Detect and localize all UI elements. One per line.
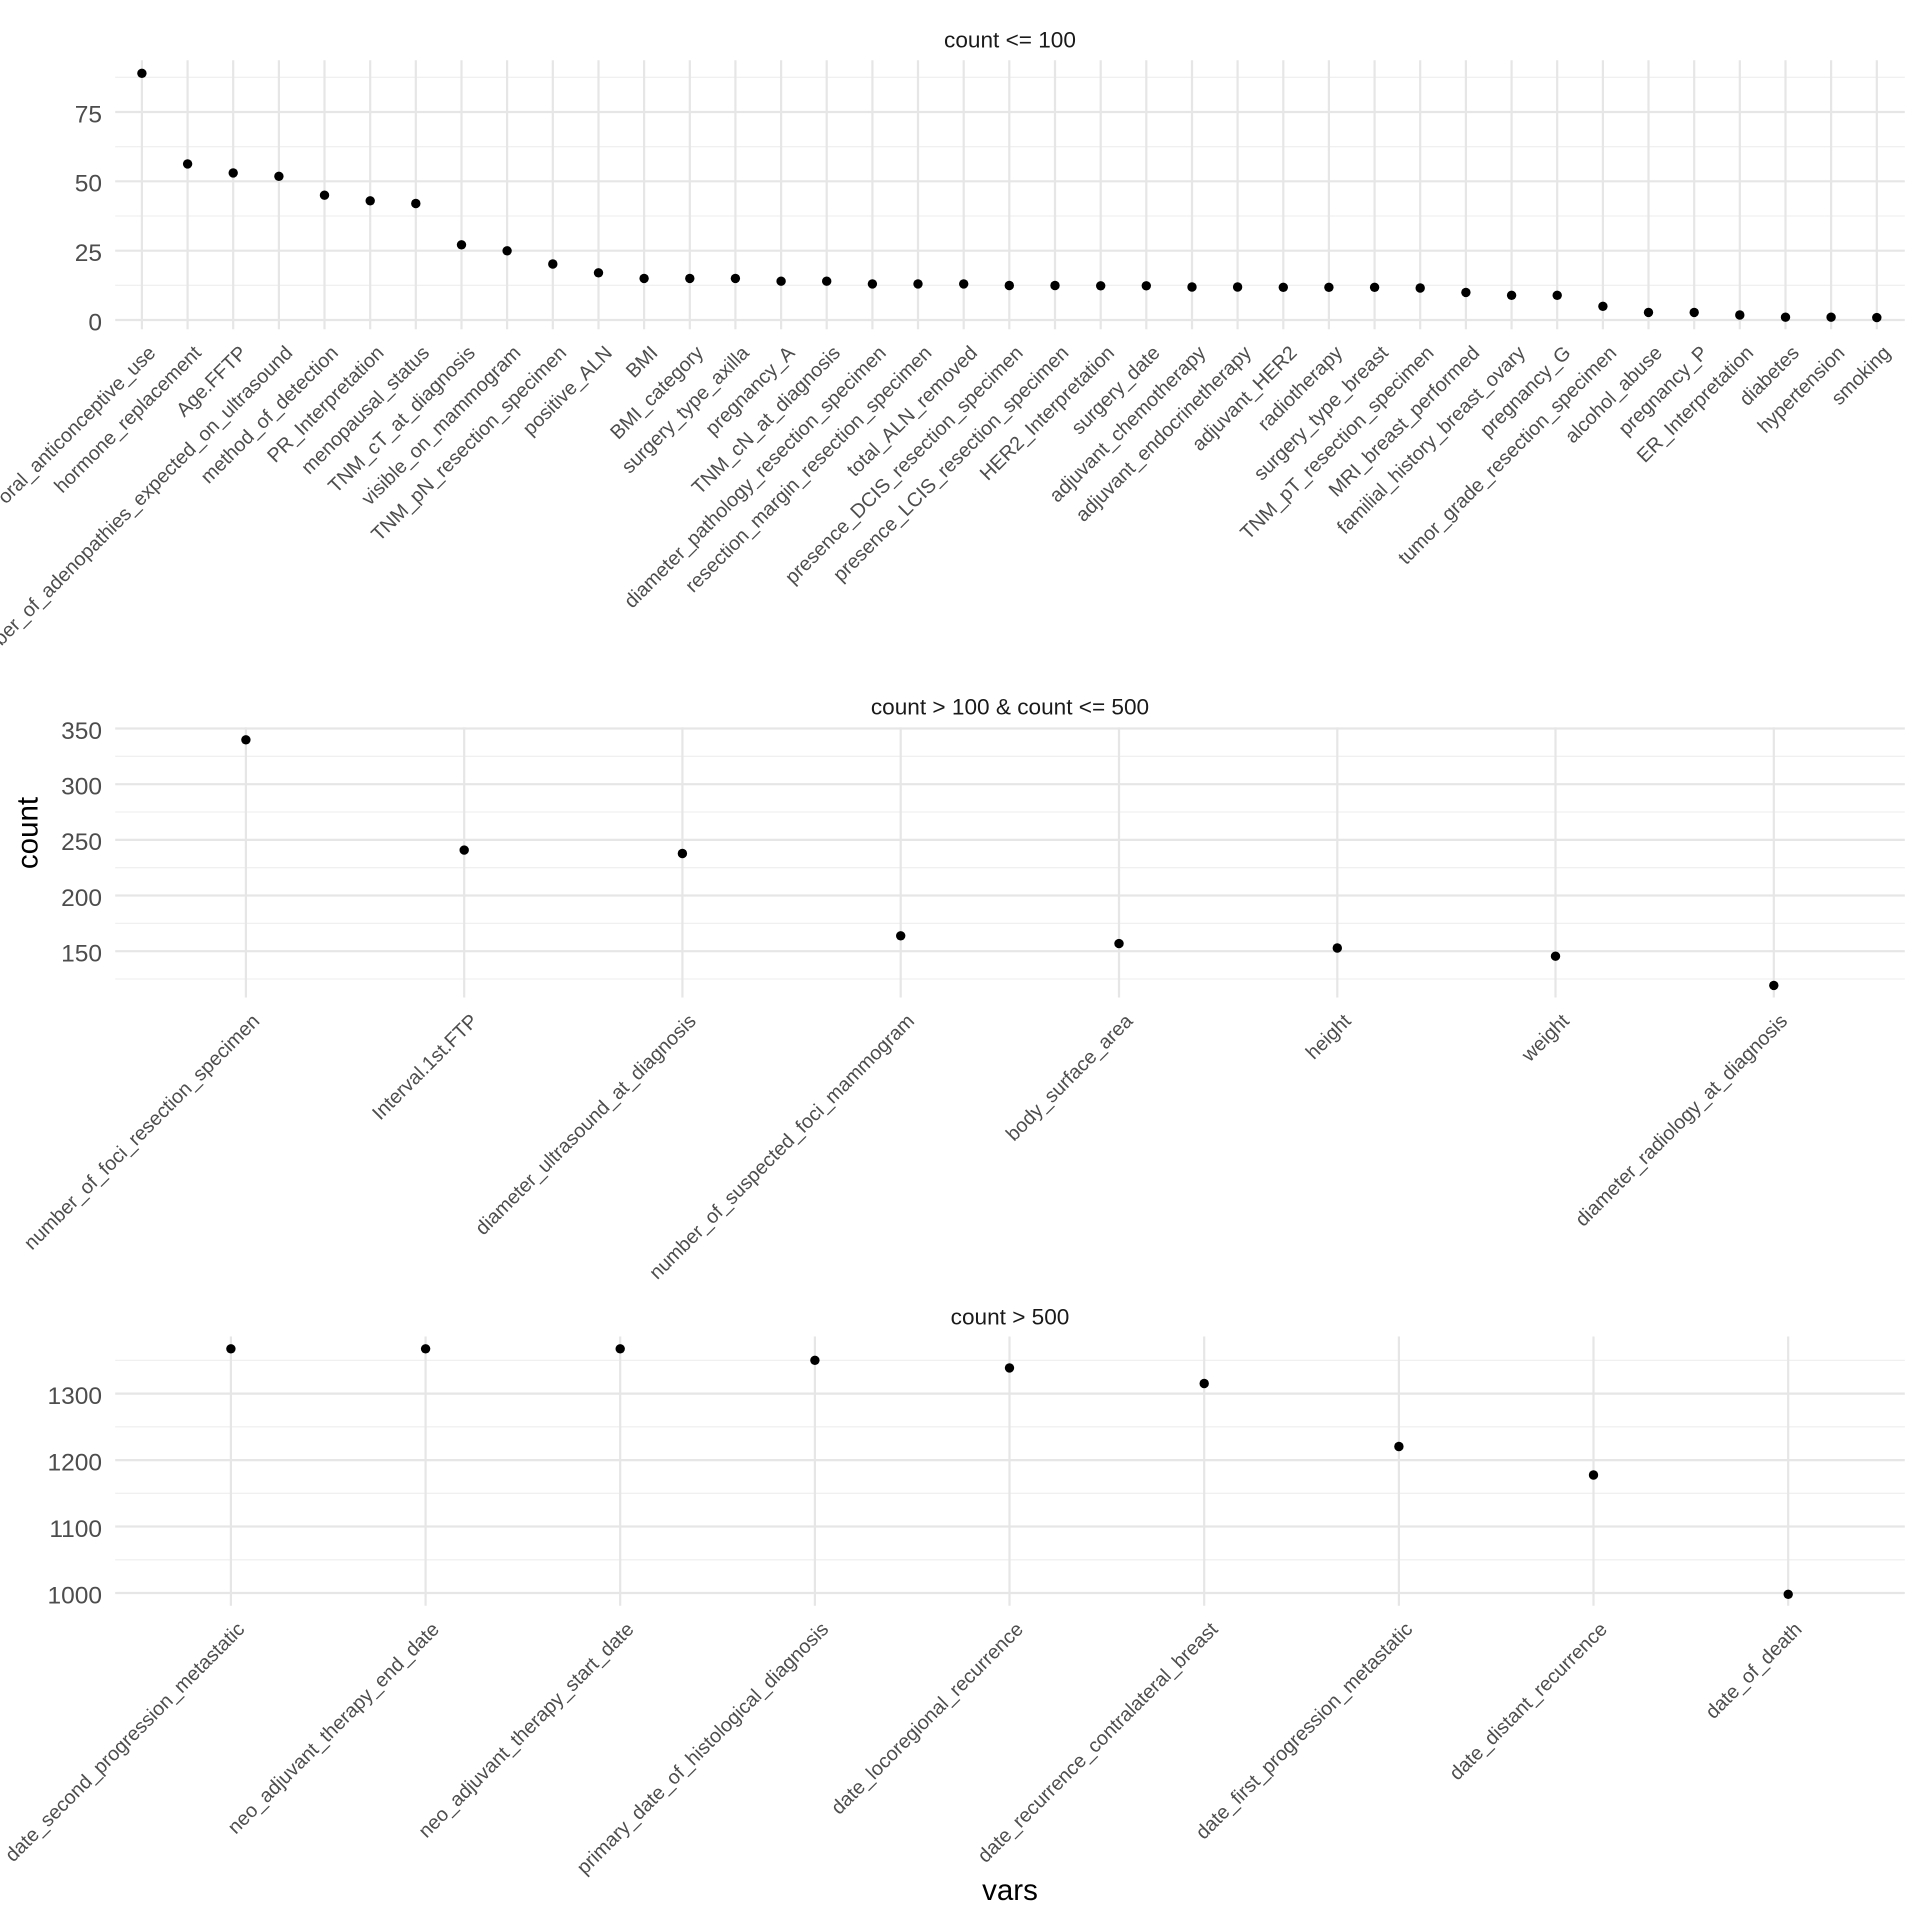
svg-text:250: 250	[61, 829, 102, 856]
svg-text:50: 50	[75, 171, 102, 198]
svg-text:1000: 1000	[47, 1582, 102, 1609]
svg-text:vars: vars	[982, 1874, 1038, 1907]
svg-text:1300: 1300	[47, 1383, 102, 1410]
svg-text:1200: 1200	[47, 1449, 102, 1476]
svg-text:25: 25	[75, 240, 102, 267]
svg-text:count <= 100: count <= 100	[944, 28, 1076, 53]
svg-text:0: 0	[88, 309, 102, 336]
svg-text:150: 150	[61, 941, 102, 968]
svg-text:count > 500: count > 500	[951, 1305, 1070, 1330]
svg-text:200: 200	[61, 885, 102, 912]
svg-text:300: 300	[61, 774, 102, 801]
svg-text:count > 100 & count <= 500: count > 100 & count <= 500	[871, 694, 1149, 719]
svg-text:350: 350	[61, 718, 102, 745]
svg-text:1100: 1100	[49, 1516, 102, 1543]
svg-text:75: 75	[75, 101, 102, 128]
svg-text:count: count	[11, 797, 44, 869]
